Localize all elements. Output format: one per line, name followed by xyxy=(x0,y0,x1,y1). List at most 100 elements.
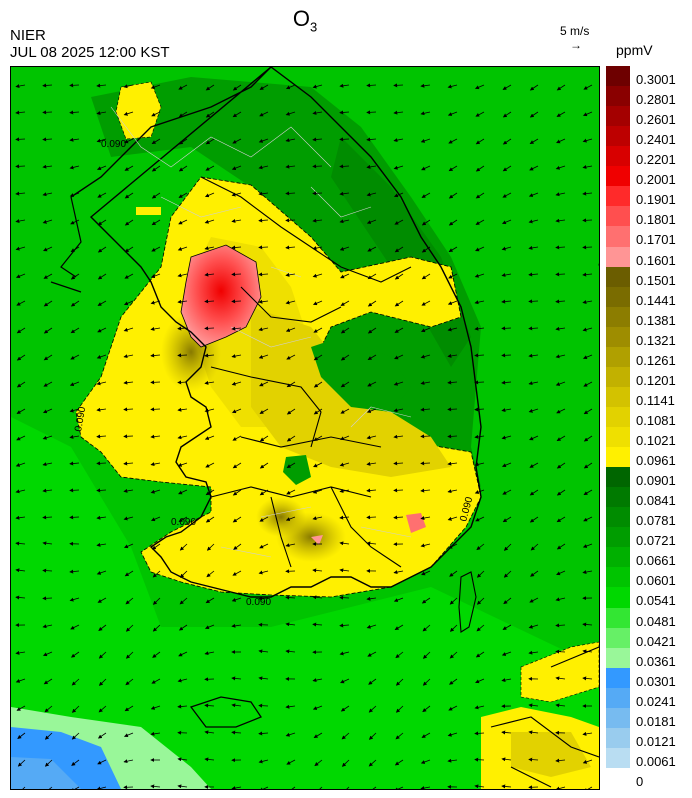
colorbar-tick-label: 0.2001 xyxy=(636,172,676,188)
wind-vector xyxy=(367,651,377,657)
wind-vector xyxy=(259,435,269,442)
wind-vector xyxy=(582,272,593,277)
wind-vector xyxy=(204,192,215,198)
wind-vector xyxy=(96,138,107,143)
wind-vector xyxy=(312,568,323,573)
wind-vector xyxy=(502,192,512,198)
wind-vector xyxy=(339,110,350,115)
wind-vector xyxy=(529,84,539,91)
wind-vector xyxy=(124,165,134,171)
wind-vector xyxy=(179,570,188,578)
wind-vector xyxy=(475,516,485,522)
colorbar-tick-label: 0.0121 xyxy=(636,733,676,749)
wind-vector xyxy=(476,624,485,632)
wind-vector xyxy=(501,651,512,656)
wind-vector xyxy=(312,705,323,710)
wind-vector xyxy=(16,381,26,388)
wind-vector xyxy=(393,488,404,493)
units-label: ppmV xyxy=(616,42,653,58)
colorbar-segment xyxy=(606,146,630,167)
colorbar-tick-label: 0.1201 xyxy=(636,372,676,388)
tsushima-island xyxy=(458,571,477,633)
wind-vector xyxy=(528,757,539,762)
wind-vector xyxy=(582,354,593,360)
wind-vector xyxy=(368,786,377,789)
wind-vector xyxy=(42,219,53,224)
wind-vector xyxy=(528,381,539,386)
wind-vector xyxy=(421,732,431,738)
wind-vector xyxy=(96,434,107,439)
wind-vector xyxy=(123,434,134,439)
wind-vector xyxy=(151,165,161,172)
wind-vector xyxy=(366,110,377,115)
wind-vector xyxy=(422,705,431,713)
wind-vector xyxy=(178,84,188,90)
wind-vector xyxy=(582,543,593,548)
wind-vector xyxy=(124,192,134,199)
wind-vector xyxy=(421,165,431,171)
wind-vector xyxy=(366,408,377,413)
wind-vector xyxy=(366,488,377,493)
wind-vector xyxy=(125,678,134,686)
colorbar-tick-label: 0 xyxy=(636,774,644,789)
wind-vector xyxy=(15,273,26,279)
wind-vector xyxy=(204,624,215,630)
wind-vector xyxy=(97,759,107,765)
wind-vector xyxy=(206,570,215,578)
wind-vector xyxy=(476,570,485,578)
wind-vector xyxy=(285,164,296,169)
wind-vector xyxy=(69,461,80,466)
wind-vector xyxy=(447,732,458,737)
wind-vector xyxy=(555,245,566,250)
colorbar-tick-label: 0.2401 xyxy=(636,132,676,148)
colorbar-tick-label: 0.1501 xyxy=(636,272,676,288)
wind-vector xyxy=(530,570,539,577)
wind-vector xyxy=(124,246,134,253)
wind-vector xyxy=(395,651,404,659)
wind-vector xyxy=(368,678,377,685)
wind-vector xyxy=(366,137,377,142)
colorbar-segment xyxy=(606,406,630,428)
wind-vector xyxy=(285,704,296,709)
wind-vector xyxy=(96,461,107,466)
wind-vector xyxy=(339,137,350,142)
wind-vector xyxy=(529,111,539,118)
wind-vector xyxy=(285,300,296,305)
wind-vector xyxy=(422,678,431,686)
south-brown-shade-2 xyxy=(256,497,306,537)
wind-vector xyxy=(151,246,161,252)
colorbar-tick-label: 0.0661 xyxy=(636,553,676,569)
colorbar-tick-label: 0.1601 xyxy=(636,252,676,268)
wind-vector xyxy=(393,570,404,575)
colorbar-segment xyxy=(606,467,630,488)
wind-vector xyxy=(42,541,53,546)
wind-vector xyxy=(394,624,404,631)
wind-vector xyxy=(43,354,53,361)
wind-vector xyxy=(313,327,323,333)
wind-vector xyxy=(16,435,26,441)
wind-vector xyxy=(98,624,107,631)
wind-vector xyxy=(70,246,80,253)
wind-vector xyxy=(474,326,485,331)
wind-vector xyxy=(151,219,161,226)
wind-vector xyxy=(421,570,431,576)
wind-vector xyxy=(501,435,512,440)
colorbar-segment xyxy=(606,366,630,388)
wind-vector xyxy=(448,219,458,226)
wind-vector xyxy=(529,597,539,603)
colorbar-tick-label: 0.2801 xyxy=(636,92,676,108)
wind-vector xyxy=(368,759,377,767)
wind-vector xyxy=(205,84,215,91)
wind-vector xyxy=(528,624,539,629)
wind-vector xyxy=(340,408,350,414)
wind-vector xyxy=(15,246,26,251)
wind-vector xyxy=(421,246,431,253)
wind-vector xyxy=(555,703,566,708)
wind-vector xyxy=(15,650,26,655)
wind-vector xyxy=(556,462,566,469)
wind-vector xyxy=(556,84,566,91)
wind-vector xyxy=(285,516,296,521)
wind-vector xyxy=(124,570,134,577)
wind-vector xyxy=(44,759,53,767)
wind-vector xyxy=(97,300,107,306)
